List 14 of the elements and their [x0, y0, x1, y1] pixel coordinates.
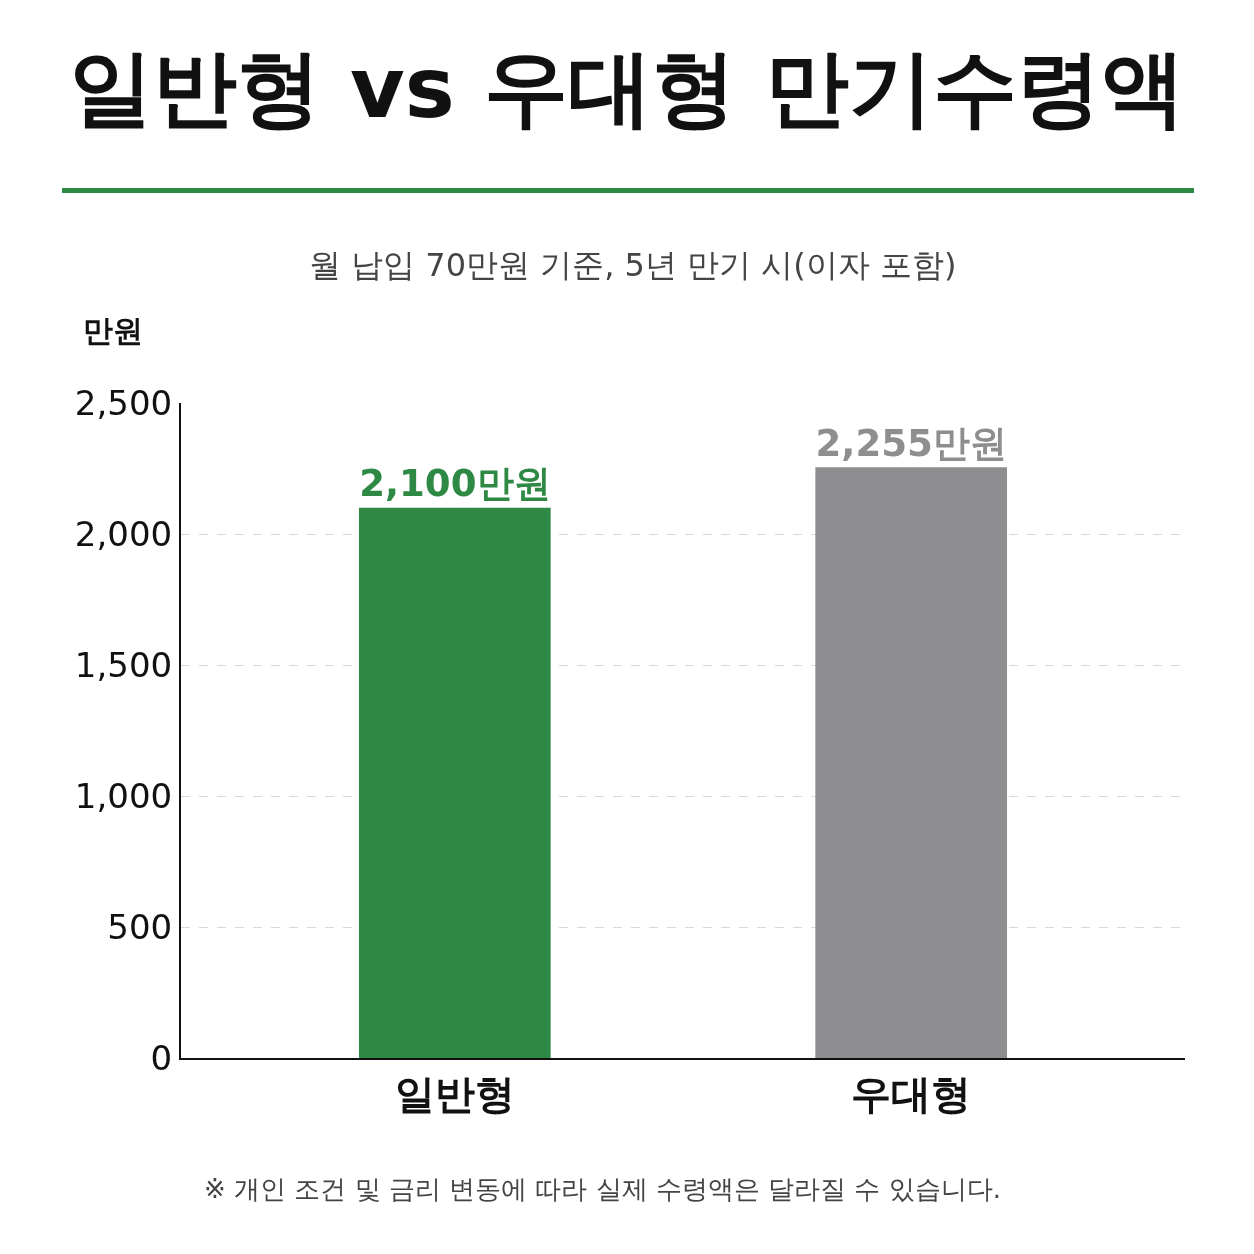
y-tick-label: 500 [107, 906, 173, 947]
x-tick-label: 우대형 [851, 1071, 972, 1117]
data-label: 2,100만원 [359, 462, 551, 506]
data-label: 2,255만원 [815, 421, 1007, 465]
y-tick-label: 1,000 [74, 775, 173, 816]
y-tick-label: 2,000 [74, 513, 173, 554]
y-tick-label: 1,500 [74, 644, 173, 685]
text: ※ 개인 조건 및 금리 변동에 따라 실제 수령액은 달라질 수 있습니다. [204, 1174, 1001, 1204]
y-tick-label: 0 [150, 1037, 173, 1078]
y-axis-title: 만원 [83, 313, 143, 348]
chart-subtitle: 월 납입 70만원 기준, 5년 만기 시(이자 포함) [309, 246, 957, 284]
y-tick-label: 2,500 [74, 382, 173, 423]
x-tick-label: 일반형 [394, 1071, 515, 1117]
chart-title: 일반형 vs 우대형 만기수령액 [68, 39, 1186, 138]
